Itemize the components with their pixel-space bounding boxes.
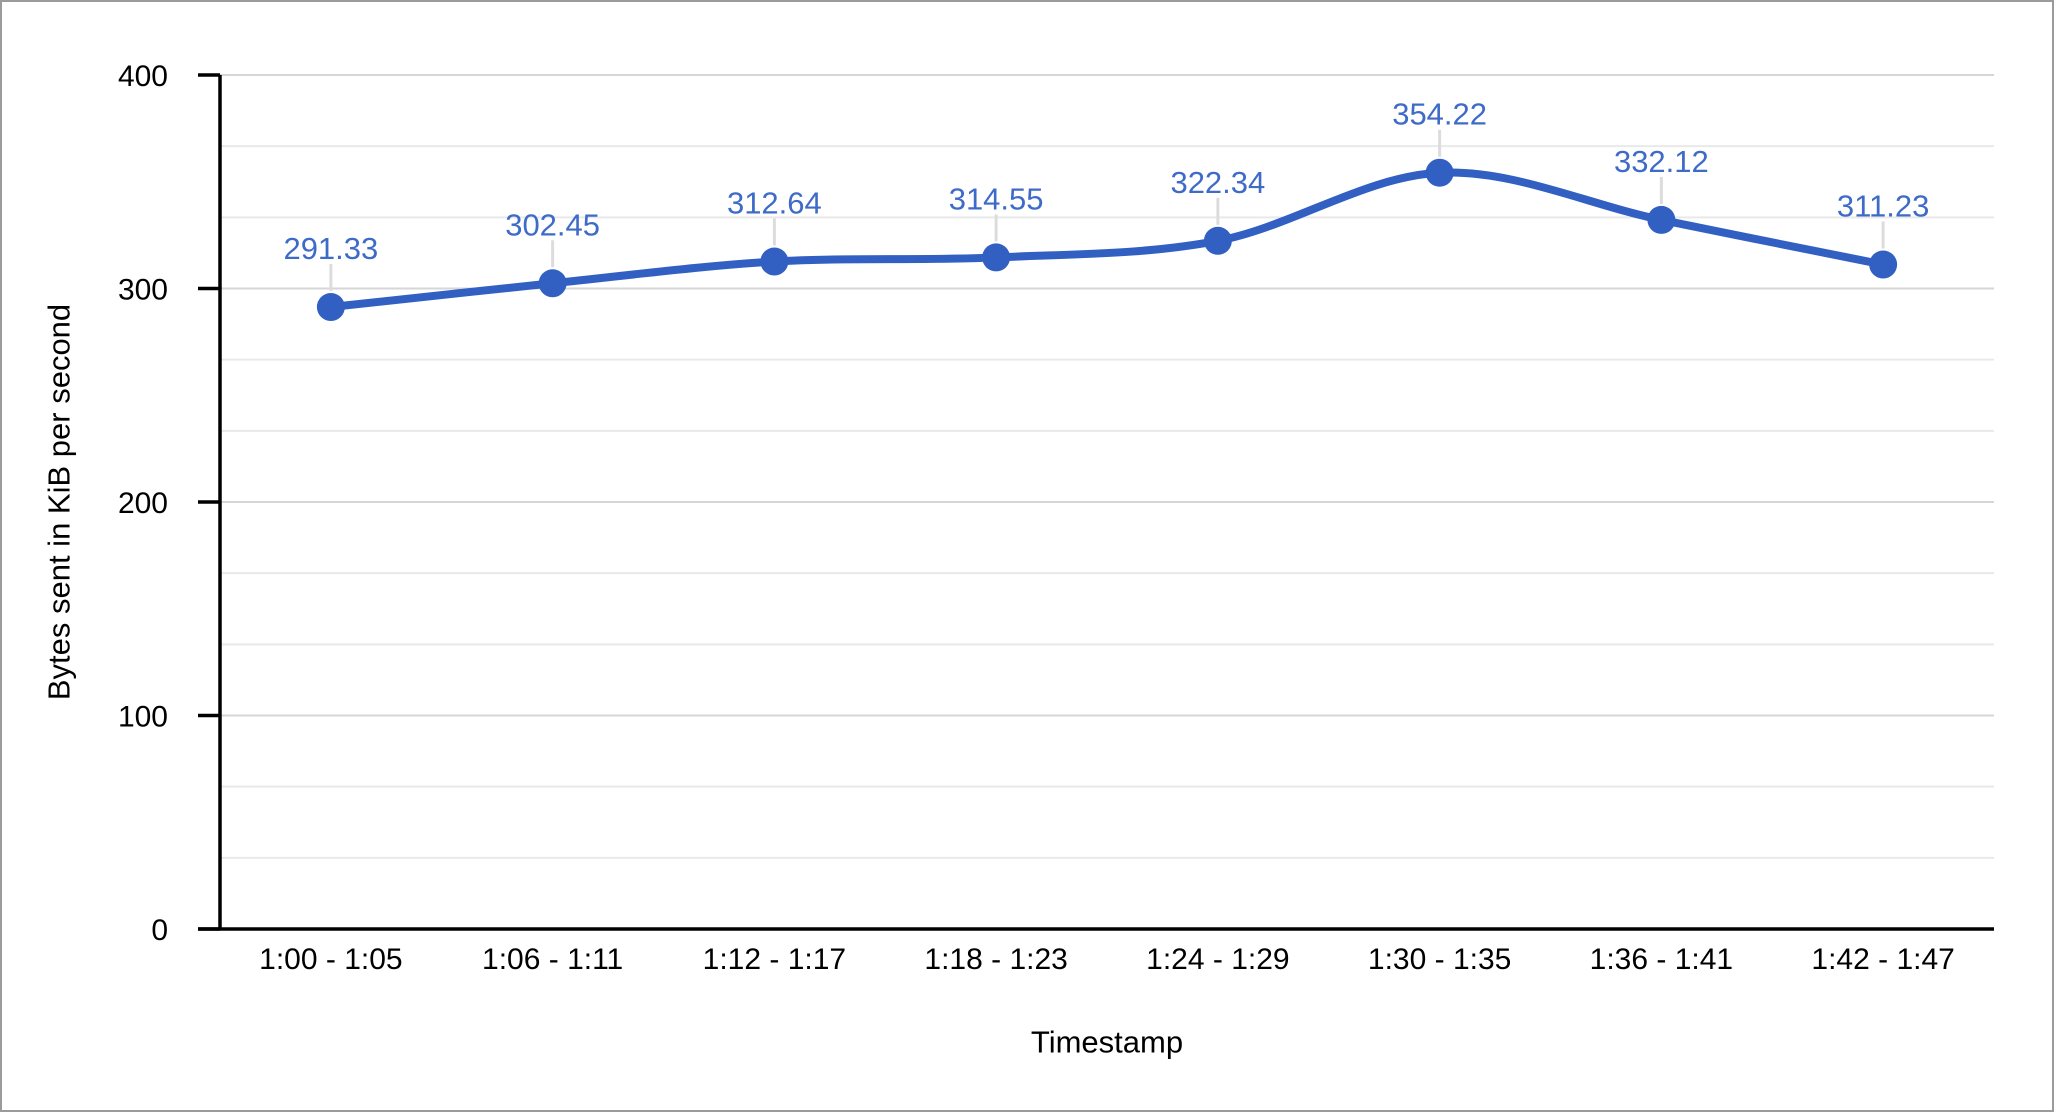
data-point bbox=[1869, 250, 1898, 279]
y-tick-label: 200 bbox=[118, 487, 168, 520]
data-label: 314.55 bbox=[949, 181, 1044, 216]
x-tick-label: 1:30 - 1:35 bbox=[1368, 943, 1511, 976]
y-tick-label: 400 bbox=[118, 60, 168, 93]
data-point bbox=[1647, 205, 1676, 234]
data-label: 291.33 bbox=[283, 231, 378, 266]
x-tick-label: 1:42 - 1:47 bbox=[1811, 943, 1954, 976]
x-tick-label: 1:06 - 1:11 bbox=[482, 943, 623, 976]
data-label: 312.64 bbox=[727, 186, 822, 221]
y-tick-label: 0 bbox=[151, 914, 168, 947]
data-point bbox=[1203, 226, 1232, 255]
data-point bbox=[982, 243, 1011, 272]
x-tick-label: 1:36 - 1:41 bbox=[1590, 943, 1733, 976]
series-line bbox=[326, 168, 1888, 312]
x-axis-title: Timestamp bbox=[1030, 1024, 1184, 1060]
data-point bbox=[316, 293, 345, 322]
data-point bbox=[538, 269, 567, 298]
x-tick-label: 1:24 - 1:29 bbox=[1146, 943, 1289, 976]
x-tick-label: 1:12 - 1:17 bbox=[703, 943, 846, 976]
data-label: 354.22 bbox=[1392, 97, 1487, 132]
x-tick-label: 1:18 - 1:23 bbox=[924, 943, 1067, 976]
data-label: 311.23 bbox=[1837, 189, 1930, 224]
data-label: 302.45 bbox=[505, 207, 600, 242]
data-point bbox=[760, 247, 789, 276]
data-label: 332.12 bbox=[1614, 144, 1709, 179]
data-label: 322.34 bbox=[1170, 165, 1265, 200]
data-point bbox=[1425, 158, 1454, 187]
x-tick-label: 1:00 - 1:05 bbox=[259, 943, 402, 976]
y-tick-label: 100 bbox=[118, 701, 168, 734]
y-tick-label: 300 bbox=[118, 274, 168, 307]
y-axis-title: Bytes sent in KiB per second bbox=[41, 303, 77, 701]
